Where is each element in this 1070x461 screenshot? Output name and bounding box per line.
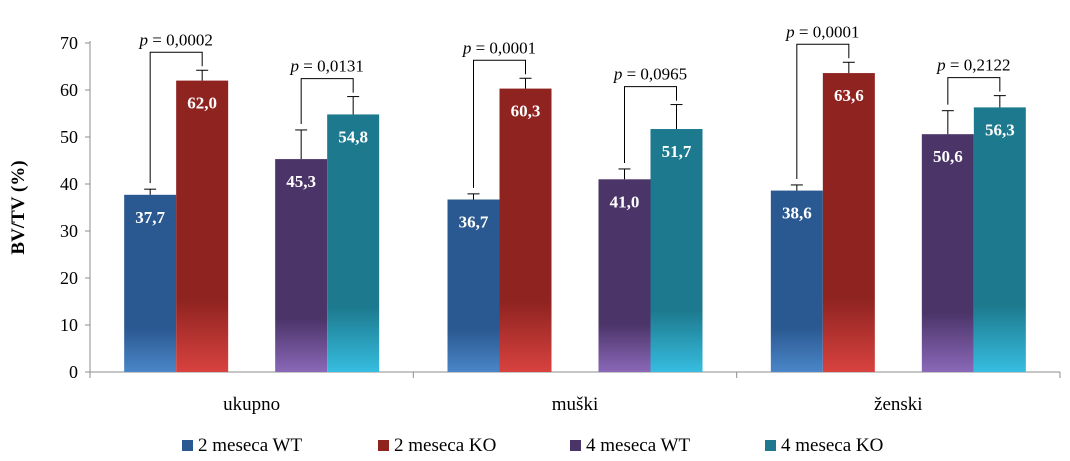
data-label: 36,7 — [459, 213, 489, 232]
significance-bracket — [473, 59, 526, 188]
data-label: 63,6 — [834, 86, 864, 105]
y-tick-label: 60 — [60, 80, 78, 100]
legend-swatch — [182, 440, 193, 451]
legend-swatch — [765, 440, 776, 451]
bar — [124, 194, 177, 372]
p-value-label: p = 0,0001 — [462, 38, 536, 57]
legend-label: 4 meseca KO — [781, 435, 883, 456]
data-label: 56,3 — [985, 120, 1015, 139]
y-tick-label: 30 — [60, 221, 78, 241]
data-label: 37,7 — [135, 208, 165, 227]
bar — [275, 159, 328, 372]
bar — [650, 129, 703, 372]
category-label: ženski — [874, 394, 923, 415]
category-label: ukupno — [223, 394, 280, 415]
legend-label: 2 meseca WT — [198, 435, 302, 456]
annotations: p = 0,0002 p = 0,0131 p = 0,0001 p = 0,0965… — [138, 22, 1011, 188]
legend: 2 meseca WT 2 meseca KO 4 meseca WT 4 mesec… — [182, 435, 883, 456]
significance-bracket — [149, 51, 203, 184]
data-label: 62,0 — [187, 94, 217, 113]
p-value-label: p = 0,0131 — [289, 57, 363, 76]
bar — [822, 73, 875, 372]
legend-swatch — [378, 440, 389, 451]
data-label: 51,7 — [662, 142, 692, 161]
p-value-label: p = 0,0965 — [613, 65, 687, 84]
bar — [598, 179, 651, 372]
data-label: 45,3 — [286, 172, 316, 191]
significance-bracket — [300, 78, 354, 124]
axes: 0 10 20 30 40 50 60 70 BV/TV (%) ukupno muški žensk… — [8, 33, 1061, 415]
p-value-label: p = 0,0002 — [138, 30, 212, 49]
y-axis-label: BV/TV (%) — [8, 160, 29, 254]
y-tick-label: 0 — [69, 362, 78, 382]
data-label: 60,3 — [511, 102, 541, 121]
y-tick-label: 50 — [60, 127, 78, 147]
legend-label: 4 meseca WT — [586, 435, 690, 456]
p-value-label: p = 0,0001 — [785, 22, 859, 41]
data-label: 50,6 — [933, 147, 963, 166]
significance-bracket — [796, 43, 850, 179]
legend-label: 2 meseca KO — [394, 435, 496, 456]
category-label: muški — [552, 394, 598, 415]
bar — [327, 114, 380, 372]
data-label: 41,0 — [610, 192, 640, 211]
data-label: 38,6 — [782, 204, 812, 223]
bar — [447, 199, 500, 372]
significance-bracket — [624, 86, 677, 163]
bar — [770, 190, 823, 372]
y-tick-label: 10 — [60, 315, 78, 335]
significance-bracket — [947, 77, 1001, 105]
bar — [499, 88, 552, 372]
legend-swatch — [570, 440, 581, 451]
data-label: 54,8 — [338, 127, 368, 146]
y-tick-label: 20 — [60, 268, 78, 288]
y-tick-label: 40 — [60, 174, 78, 194]
y-tick-label: 70 — [60, 33, 78, 53]
bar — [921, 134, 974, 372]
bar — [973, 107, 1026, 372]
p-value-label: p = 0,2122 — [936, 56, 1010, 75]
bars: 37,7 62,0 45,3 54,8 36,7 60,3 41,0 51,7 38,6 63,6… — [124, 61, 1026, 372]
bar — [176, 80, 229, 372]
